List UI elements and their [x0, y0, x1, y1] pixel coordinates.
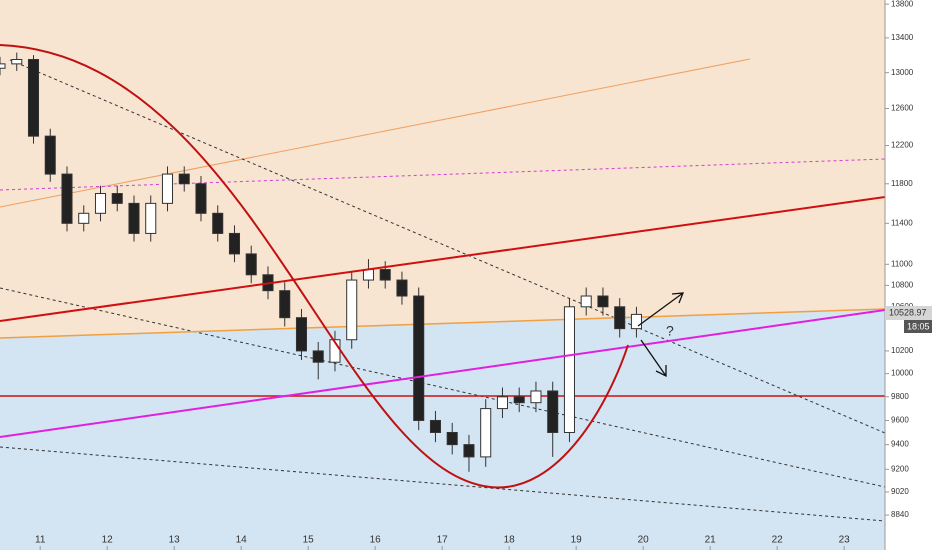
y-tick-label: 9800 [891, 392, 909, 401]
candle-body [128, 202, 140, 234]
y-tick-label: 10200 [891, 346, 914, 355]
time-label: 18:05 [907, 321, 930, 331]
x-tick-label: 22 [772, 535, 784, 546]
candle-body [78, 212, 90, 224]
y-tick-label: 10800 [891, 280, 914, 289]
candle-body [111, 193, 123, 204]
lower-zone [0, 309, 885, 550]
y-tick-label: 9600 [891, 416, 909, 425]
x-tick-label: 23 [839, 535, 851, 546]
x-tick-label: 12 [102, 535, 114, 546]
candle-body [480, 408, 492, 458]
y-tick-label: 13800 [891, 0, 914, 8]
x-tick-label: 16 [370, 535, 382, 546]
candle-body [530, 390, 542, 404]
candle-body [597, 295, 609, 308]
x-tick-label: 15 [303, 535, 315, 546]
y-tick-label: 13400 [891, 33, 914, 42]
x-tick-label: 13 [169, 535, 181, 546]
trendline [0, 58, 751, 208]
candle-body [161, 173, 174, 204]
trendline [0, 446, 886, 522]
candle-body [11, 58, 23, 65]
x-tick-label: 19 [571, 535, 583, 546]
candle-body [145, 202, 157, 234]
x-tick-label: 14 [236, 535, 248, 546]
drawings-top [0, 44, 886, 489]
candle-body [346, 279, 358, 341]
candle-body [195, 183, 207, 214]
x-tick-label: 18 [504, 535, 516, 546]
price-axis [885, 0, 932, 550]
arrow-down [640, 339, 667, 378]
price-label: 10528.97 [889, 307, 927, 317]
annotation: ? [666, 323, 674, 339]
candle-body [0, 63, 6, 69]
candle-body [614, 306, 626, 330]
candle-body [362, 269, 374, 281]
price-box [885, 306, 932, 320]
candle-body [446, 431, 458, 446]
candle-body [61, 173, 73, 224]
candle-body [413, 295, 425, 421]
trendline [9, 59, 886, 434]
candle-body [94, 193, 107, 214]
candle-body [228, 232, 241, 255]
trendline [0, 309, 886, 438]
candle-body [212, 212, 224, 234]
candle-body [463, 444, 475, 458]
candle-body [245, 253, 257, 276]
y-tick-label: 11000 [891, 259, 913, 268]
candle-body [496, 396, 508, 410]
x-tick-label: 21 [705, 535, 717, 546]
candle-body [44, 135, 56, 175]
candle-body [630, 313, 642, 330]
candle-body [178, 173, 190, 185]
candle-body [563, 306, 575, 433]
y-tick-label: 12200 [891, 141, 914, 150]
x-tick-label: 11 [35, 535, 46, 546]
drawings [0, 58, 886, 522]
x-tick-label: 20 [638, 535, 650, 546]
candle-body [279, 290, 291, 319]
y-tick-label: 9400 [891, 440, 909, 449]
candle-body [295, 317, 308, 352]
y-tick-label: 8840 [891, 510, 909, 519]
candle-body [312, 350, 324, 363]
upper-zone [0, 0, 885, 338]
trendline [0, 196, 886, 322]
candle-body [580, 295, 592, 308]
y-tick-label: 10000 [891, 369, 914, 378]
y-tick-label: 11800 [891, 179, 913, 188]
candle-body [513, 396, 525, 404]
y-tick-label: 11400 [891, 218, 913, 227]
trendline [0, 287, 886, 488]
trendline [0, 308, 886, 339]
y-tick-label: 12600 [891, 104, 914, 113]
candle-body [27, 58, 40, 137]
y-tick-label: 9200 [891, 464, 909, 473]
time-box [904, 320, 932, 333]
arc [0, 44, 629, 489]
candle-body [379, 269, 391, 281]
candle-body [547, 390, 559, 433]
x-tick-label: 17 [437, 535, 449, 546]
arrow-up [637, 292, 684, 327]
y-tick-label: 9020 [891, 487, 909, 496]
candle-body [429, 419, 441, 433]
candle-body [396, 279, 408, 297]
y-tick-label: 13000 [891, 68, 914, 77]
